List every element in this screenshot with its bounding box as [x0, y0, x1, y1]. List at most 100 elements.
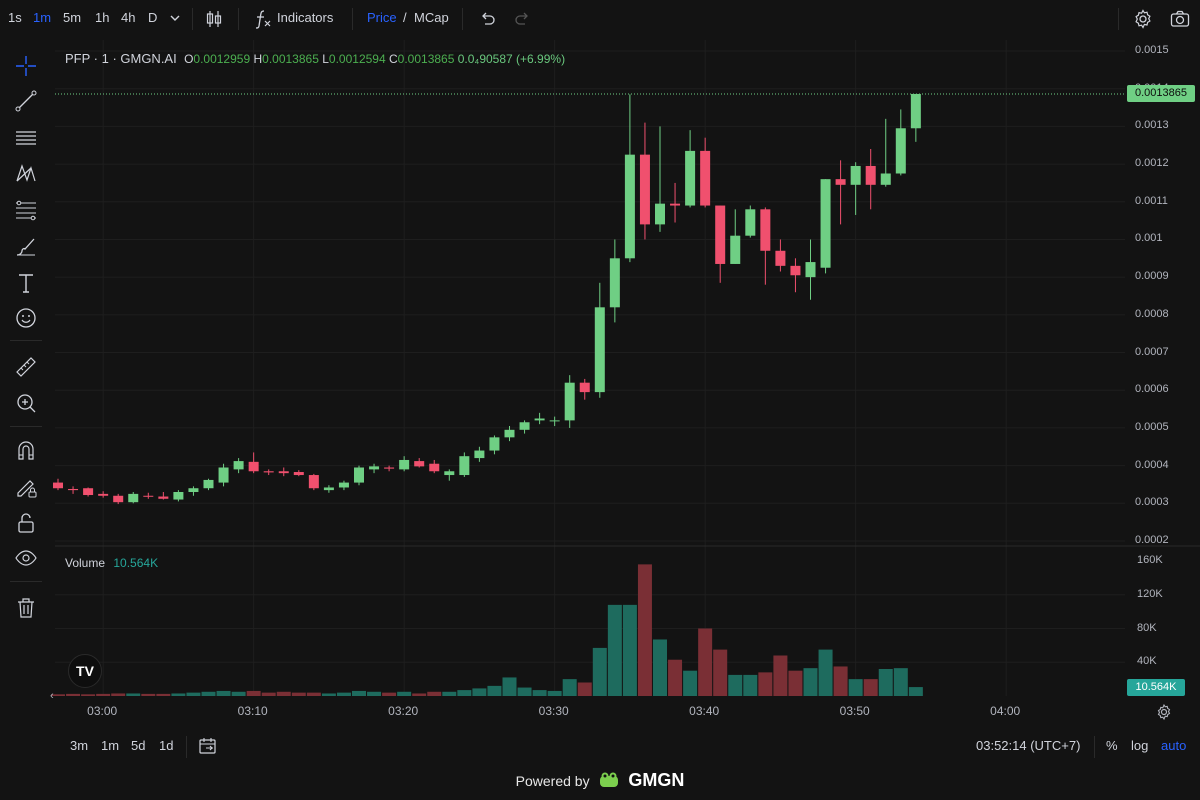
volume-bar: [728, 674, 743, 696]
candlestick-chart-icon[interactable]: [203, 8, 225, 30]
volume-bar: [743, 674, 758, 696]
candle: [414, 458, 425, 468]
candle: [203, 478, 214, 491]
time-tick-label: 03:20: [388, 704, 419, 718]
gmgn-brand[interactable]: GMGN: [628, 770, 685, 790]
price-tick-label: 0.0015: [1135, 44, 1169, 56]
emoji-icon[interactable]: [13, 305, 39, 331]
candle-body: [444, 471, 455, 476]
volume-bar: [622, 604, 637, 696]
calendar-goto-icon[interactable]: [197, 736, 219, 756]
timeframe-1m[interactable]: 1m: [33, 10, 52, 25]
text-tool-icon[interactable]: [13, 270, 39, 296]
volume-bar: [81, 694, 96, 696]
volume-bar: [291, 692, 306, 696]
range-1d[interactable]: 1d: [159, 738, 174, 753]
tradingview-logo[interactable]: TV: [68, 654, 102, 688]
candle: [248, 452, 259, 474]
drawing-toolbar: [0, 40, 52, 630]
candle-body: [910, 93, 921, 129]
chevron-down-icon[interactable]: [166, 9, 184, 27]
toolbar-divider: [192, 8, 193, 30]
unlock-icon[interactable]: [13, 510, 39, 536]
range-5d[interactable]: 5d: [131, 738, 146, 753]
magnet-icon[interactable]: [13, 438, 39, 464]
chart-grid: [55, 40, 1125, 696]
candle-body: [670, 203, 681, 206]
toolbar-divider: [1094, 736, 1095, 758]
candle-body: [474, 450, 485, 459]
ruler-icon[interactable]: [13, 354, 39, 380]
price-toggle[interactable]: Price: [367, 10, 397, 25]
undo-icon[interactable]: [476, 8, 498, 30]
zoom-in-icon[interactable]: [13, 390, 39, 416]
redo-icon[interactable]: [512, 8, 534, 30]
eye-visibility-icon[interactable]: [13, 545, 39, 571]
volume-bar: [216, 690, 231, 696]
candle: [384, 465, 395, 472]
indicators-button[interactable]: Indicators: [277, 10, 334, 25]
crosshair-icon[interactable]: [13, 53, 39, 79]
close-value: 0.0013865: [397, 52, 455, 66]
scroll-left-icon[interactable]: ‹: [50, 690, 54, 702]
candle: [865, 149, 876, 210]
price-tick-label: 0.0002: [1135, 534, 1169, 546]
volume-label[interactable]: Volume: [65, 556, 106, 570]
volume-bar: [878, 669, 893, 696]
volume-bar: [457, 690, 472, 696]
candle: [700, 137, 711, 208]
candle-body: [534, 418, 545, 421]
brush-icon[interactable]: [13, 234, 39, 260]
settings-gear-icon[interactable]: [1132, 8, 1154, 30]
candle: [354, 465, 364, 486]
mcap-toggle[interactable]: MCap: [414, 10, 449, 25]
price-tick-label: 0.0003: [1135, 496, 1169, 509]
price-mcap-separator: /: [403, 10, 407, 25]
pattern-tool-icon[interactable]: [13, 161, 39, 187]
horizontal-lines-icon[interactable]: [13, 125, 39, 151]
candle-body: [203, 479, 214, 489]
timeframe-d[interactable]: D: [148, 10, 158, 25]
timeframe-1h[interactable]: 1h: [95, 10, 110, 25]
range-1m[interactable]: 1m: [101, 738, 120, 753]
fib-retracement-icon[interactable]: [13, 197, 39, 223]
candle-body: [685, 150, 696, 206]
volume-bar: [773, 655, 788, 696]
trash-icon[interactable]: [13, 595, 39, 621]
volume-bar: [261, 692, 276, 696]
candle-body: [519, 422, 530, 430]
candle-body: [173, 492, 184, 500]
timeframe-5m[interactable]: 5m: [63, 10, 82, 25]
lock-drawing-icon[interactable]: [13, 474, 39, 500]
indicators-fx-icon[interactable]: [252, 8, 274, 30]
candle: [655, 126, 665, 232]
candle-body: [715, 205, 726, 264]
clock-timezone[interactable]: 03:52:14 (UTC+7): [976, 738, 1081, 753]
candle-body: [414, 461, 425, 467]
axis-settings-icon[interactable]: [1155, 703, 1173, 721]
volume-tick-label: 80K: [1137, 621, 1157, 634]
candle: [850, 162, 861, 215]
candle: [775, 239, 786, 272]
volume-bar: [111, 693, 126, 696]
price-tick-label: 0.0012: [1135, 157, 1169, 170]
volume-bar: [698, 628, 713, 696]
volume-bar: [397, 691, 412, 696]
candle-body: [730, 235, 741, 264]
candle-body: [775, 250, 786, 266]
auto-scale-toggle[interactable]: auto: [1161, 738, 1187, 753]
candle: [98, 491, 109, 498]
volume-bar: [532, 690, 547, 696]
timeframe-4h[interactable]: 4h: [121, 10, 136, 25]
camera-screenshot-icon[interactable]: [1169, 8, 1191, 30]
time-tick-label: 03:50: [839, 704, 870, 718]
range-3m[interactable]: 3m: [70, 738, 89, 753]
percent-scale-toggle[interactable]: %: [1106, 738, 1118, 753]
trend-line-icon[interactable]: [13, 88, 39, 114]
log-scale-toggle[interactable]: log: [1131, 738, 1149, 753]
timeframe-1s[interactable]: 1s: [8, 10, 22, 25]
top-toolbar: 1s 1m 5m 1h 4h D Indicators Price / MCap: [0, 0, 1200, 38]
candle: [760, 207, 771, 285]
symbol-label[interactable]: PFP · 1 · GMGN.AI: [65, 51, 177, 66]
